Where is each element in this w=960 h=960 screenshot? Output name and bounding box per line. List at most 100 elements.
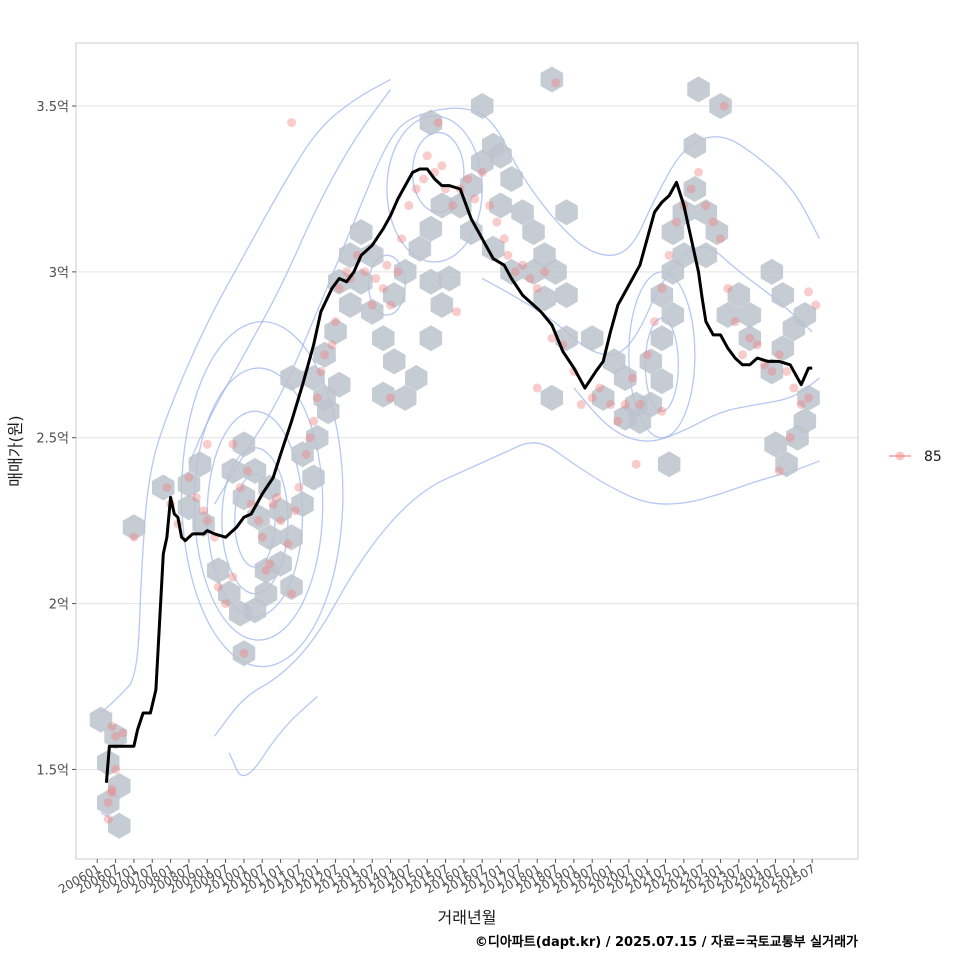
transaction-point	[301, 449, 311, 459]
transaction-point	[499, 234, 509, 244]
hexbin-cell	[709, 93, 732, 119]
transaction-point	[613, 416, 623, 426]
transaction-point	[228, 439, 238, 449]
hexbin-cell	[511, 199, 534, 226]
hexbin-cell	[661, 219, 685, 246]
transaction-point	[672, 217, 682, 227]
transaction-point	[404, 201, 414, 211]
hexbin-cell	[291, 441, 314, 468]
transaction-point	[107, 721, 117, 731]
hexbin-cell	[394, 384, 417, 411]
transaction-point	[221, 599, 231, 609]
hexbin-cell	[188, 451, 212, 478]
transaction-point	[312, 393, 322, 403]
transaction-point	[265, 559, 275, 569]
transaction-point	[309, 416, 319, 426]
hexbin-cell	[482, 235, 505, 262]
transaction-point	[202, 516, 212, 526]
hexbin-cell	[489, 192, 512, 219]
transaction-point	[419, 174, 429, 184]
hexbin-cell	[797, 384, 820, 411]
transaction-point	[254, 516, 264, 526]
transaction-point	[320, 350, 330, 360]
hexbin-cell	[419, 325, 443, 352]
hexbin-cell	[97, 789, 120, 816]
hexbin-cell	[716, 302, 740, 328]
hexbin-cell	[232, 484, 256, 511]
transaction-point	[723, 283, 733, 293]
legend-point-swatch	[895, 451, 905, 461]
hexbin-cell	[302, 464, 325, 491]
hexbin-cell	[760, 358, 784, 385]
y-tick-label: 2억	[49, 598, 69, 613]
transaction-point	[235, 482, 245, 492]
hexbin-cell	[555, 199, 578, 226]
transaction-point	[719, 101, 729, 111]
transaction-point	[327, 340, 337, 350]
transaction-point	[503, 250, 513, 260]
density-contour	[214, 442, 820, 737]
transaction-point	[272, 492, 282, 502]
transaction-point	[492, 217, 502, 227]
transaction-point	[433, 118, 443, 128]
transaction-point	[305, 433, 315, 443]
transaction-point	[551, 78, 561, 88]
hexbin-cell	[419, 215, 443, 242]
caption: ©디아파트(dapt.kr) / 2025.07.15 / 자료=국토교통부 실…	[475, 934, 858, 950]
hexbin-cell	[372, 381, 395, 408]
hexbin-layer	[89, 66, 820, 839]
transaction-point	[103, 814, 113, 824]
density-contour	[481, 246, 813, 356]
y-axis: 1.5억 2억 2.5억 3억 3.5억	[36, 100, 76, 778]
hexbin-cell	[302, 365, 325, 391]
transaction-point	[657, 406, 667, 416]
transaction-point	[642, 350, 652, 360]
transaction-point	[738, 350, 748, 360]
transaction-point	[213, 582, 223, 592]
hexbin-cell	[449, 192, 472, 219]
hexbin-cell	[489, 142, 512, 169]
hexbin-cell	[280, 574, 303, 600]
hexbin-cell	[361, 298, 384, 325]
transaction-point	[510, 267, 520, 277]
hexbin-cell	[522, 219, 545, 246]
hexbin-cell	[339, 292, 362, 318]
hexbin-cell	[460, 219, 483, 246]
hexbin-cell	[221, 457, 245, 484]
transaction-point	[774, 350, 784, 360]
transaction-point	[199, 506, 209, 516]
transaction-point	[243, 466, 253, 476]
transaction-point	[635, 400, 645, 410]
hexbin-cell	[705, 219, 729, 246]
hexbin-cell	[232, 640, 256, 667]
transaction-point	[650, 317, 660, 327]
hexbin-cell	[405, 365, 428, 391]
transaction-point	[331, 317, 341, 327]
hexbin-cell	[471, 149, 494, 176]
hexbin-cell	[580, 325, 604, 352]
transaction-point	[448, 201, 458, 211]
transaction-point	[202, 439, 212, 449]
transaction-point	[397, 234, 407, 244]
y-tick-label: 1.5억	[36, 763, 69, 778]
transaction-point	[752, 340, 762, 350]
hexbin-cell	[258, 524, 281, 551]
plot-background	[76, 43, 858, 859]
transaction-point	[294, 482, 304, 492]
transaction-point	[111, 764, 121, 774]
transaction-point	[606, 400, 616, 410]
transaction-point	[587, 393, 597, 403]
transaction-point	[184, 473, 194, 483]
transaction-point	[103, 798, 113, 808]
hexbin-cell	[533, 285, 556, 312]
transaction-point	[796, 400, 806, 410]
transaction-point	[804, 393, 814, 403]
hexbin-cell	[602, 348, 626, 375]
hexbin-cell	[540, 384, 564, 411]
transaction-point	[316, 366, 326, 376]
trend-line-layer	[104, 167, 813, 783]
legend: 85	[889, 449, 942, 465]
hexbin-cell	[350, 268, 373, 295]
hexbin-cell	[339, 242, 362, 269]
